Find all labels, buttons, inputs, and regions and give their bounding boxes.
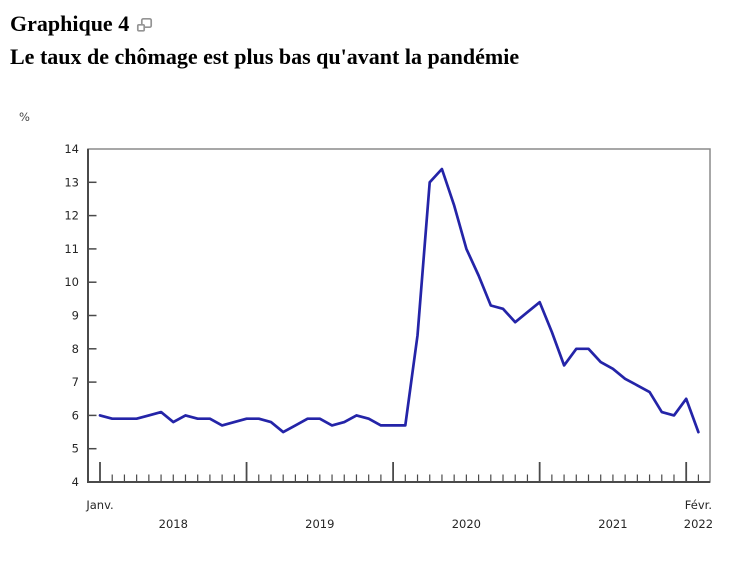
chart-number-label: Graphique 4 <box>10 11 130 36</box>
x-axis: Janv. Févr. 2018 2019 2020 2021 2022 <box>85 462 713 531</box>
y-tick-label: 11 <box>64 242 79 256</box>
unemployment-rate-line <box>98 167 700 434</box>
x-label-year: 2020 <box>452 517 481 531</box>
y-tick-label: 14 <box>64 142 79 156</box>
y-axis: 4 5 6 7 8 9 10 11 12 13 14 <box>64 142 97 489</box>
y-tick-label: 13 <box>64 175 79 189</box>
y-tick-label: 10 <box>64 275 79 289</box>
y-tick-label: 9 <box>72 309 79 323</box>
x-label-first-month: Janv. <box>85 498 113 512</box>
y-tick-label: 4 <box>72 475 79 489</box>
axis-lines <box>87 149 710 483</box>
plot-frame <box>87 148 711 483</box>
chart-number-row: Graphique 4 <box>10 11 519 36</box>
x-label-year: 2018 <box>159 517 188 531</box>
chart-title: Le taux de chômage est plus bas qu'avant… <box>10 44 520 70</box>
y-tick-label: 5 <box>72 442 79 456</box>
x-label-last-month: Févr. <box>685 498 712 512</box>
x-label-year: 2019 <box>305 517 334 531</box>
y-axis-unit-label: % <box>19 110 30 124</box>
y-tick-label: 12 <box>64 209 79 223</box>
y-tick-label: 7 <box>72 375 79 389</box>
title-block: Graphique 4 Le taux de chômage est plus … <box>10 11 520 70</box>
x-label-year: 2022 <box>684 517 713 531</box>
open-popup-icon[interactable] <box>136 17 153 33</box>
y-tick-label: 8 <box>72 342 79 356</box>
x-label-year: 2021 <box>598 517 627 531</box>
y-tick-label: 6 <box>72 408 79 422</box>
